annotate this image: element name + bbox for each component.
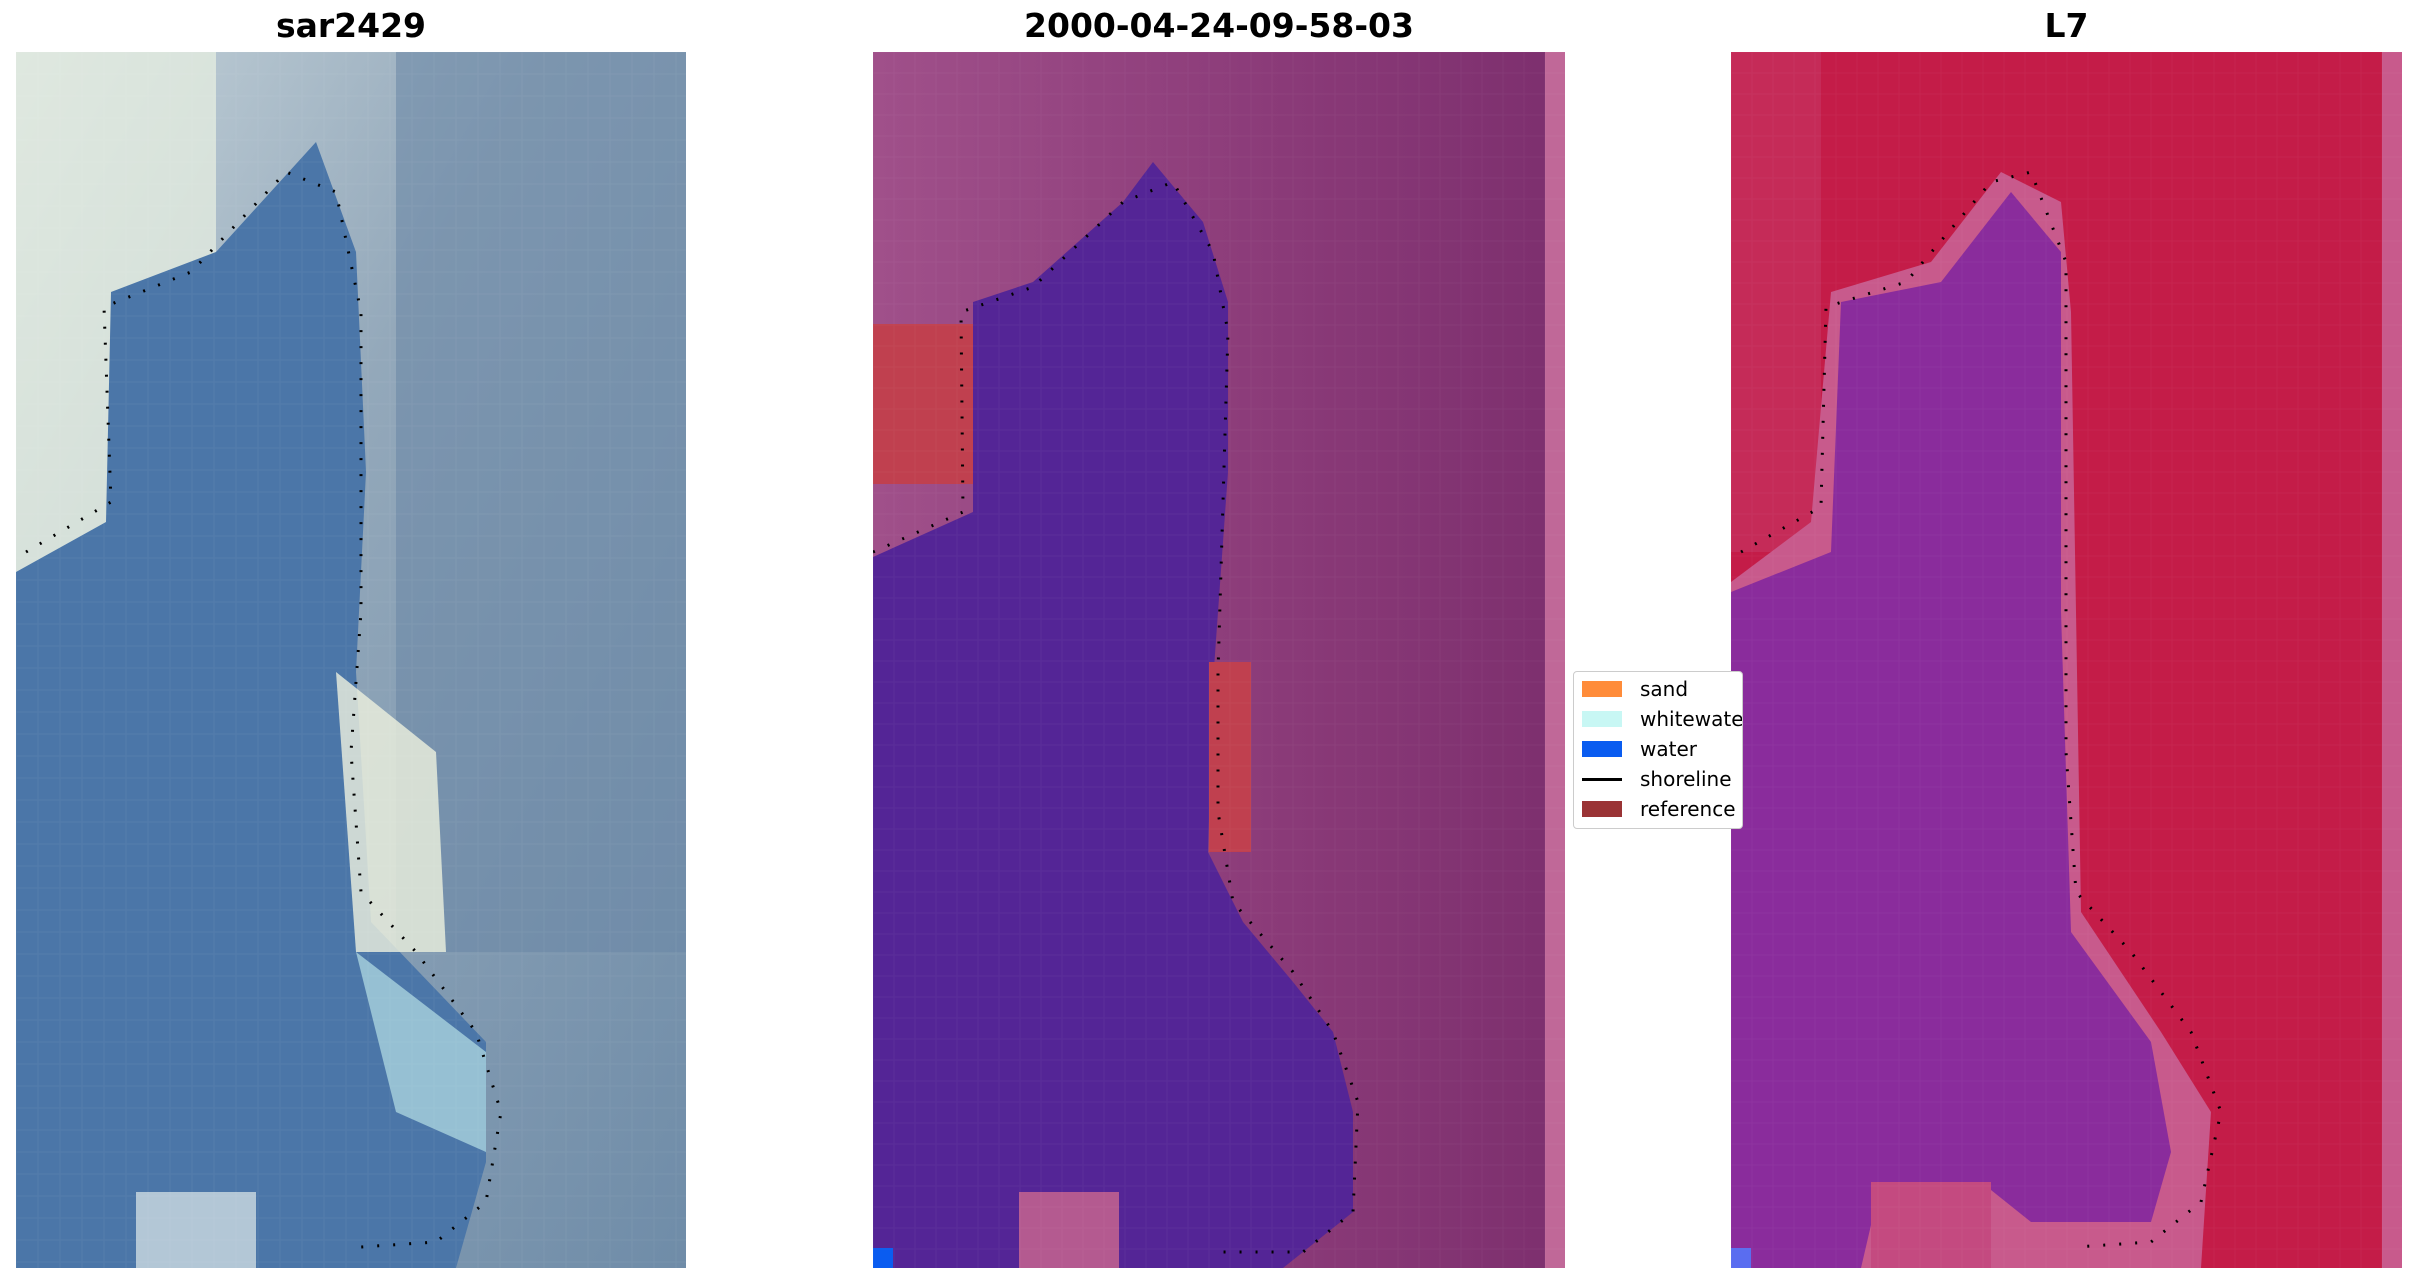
legend-item-sand: sand (1582, 674, 1688, 704)
legend-label: water (1640, 737, 1697, 761)
legend-swatch-whitewater (1582, 711, 1622, 727)
legend-item-whitewater: whitewater (1582, 704, 1743, 734)
legend-item-shoreline: shoreline (1582, 764, 1732, 794)
legend-label: sand (1640, 677, 1689, 701)
legend-line-shoreline (1582, 777, 1622, 781)
classified-image (873, 52, 1565, 1268)
legend-item-reference: reference (1582, 794, 1736, 824)
legend-label: shoreline (1640, 767, 1732, 791)
legend-swatch-water (1582, 741, 1622, 757)
legend-label: whitewater (1640, 707, 1743, 731)
panel-title-date: 2000-04-24-09-58-03 (1024, 6, 1414, 45)
l7-index-image (1731, 52, 2402, 1268)
legend: sand whitewater water shoreline referenc… (1573, 671, 1743, 829)
legend-label: reference (1640, 797, 1736, 821)
legend-swatch-reference (1582, 801, 1622, 817)
legend-item-water: water (1582, 734, 1697, 764)
satellite-rgb-image (16, 52, 686, 1268)
shoreline-line (25, 170, 503, 1249)
legend-swatch-sand (1582, 681, 1622, 697)
panel-title-l7: L7 (2044, 6, 2089, 45)
panel-title-sar: sar2429 (275, 6, 427, 45)
